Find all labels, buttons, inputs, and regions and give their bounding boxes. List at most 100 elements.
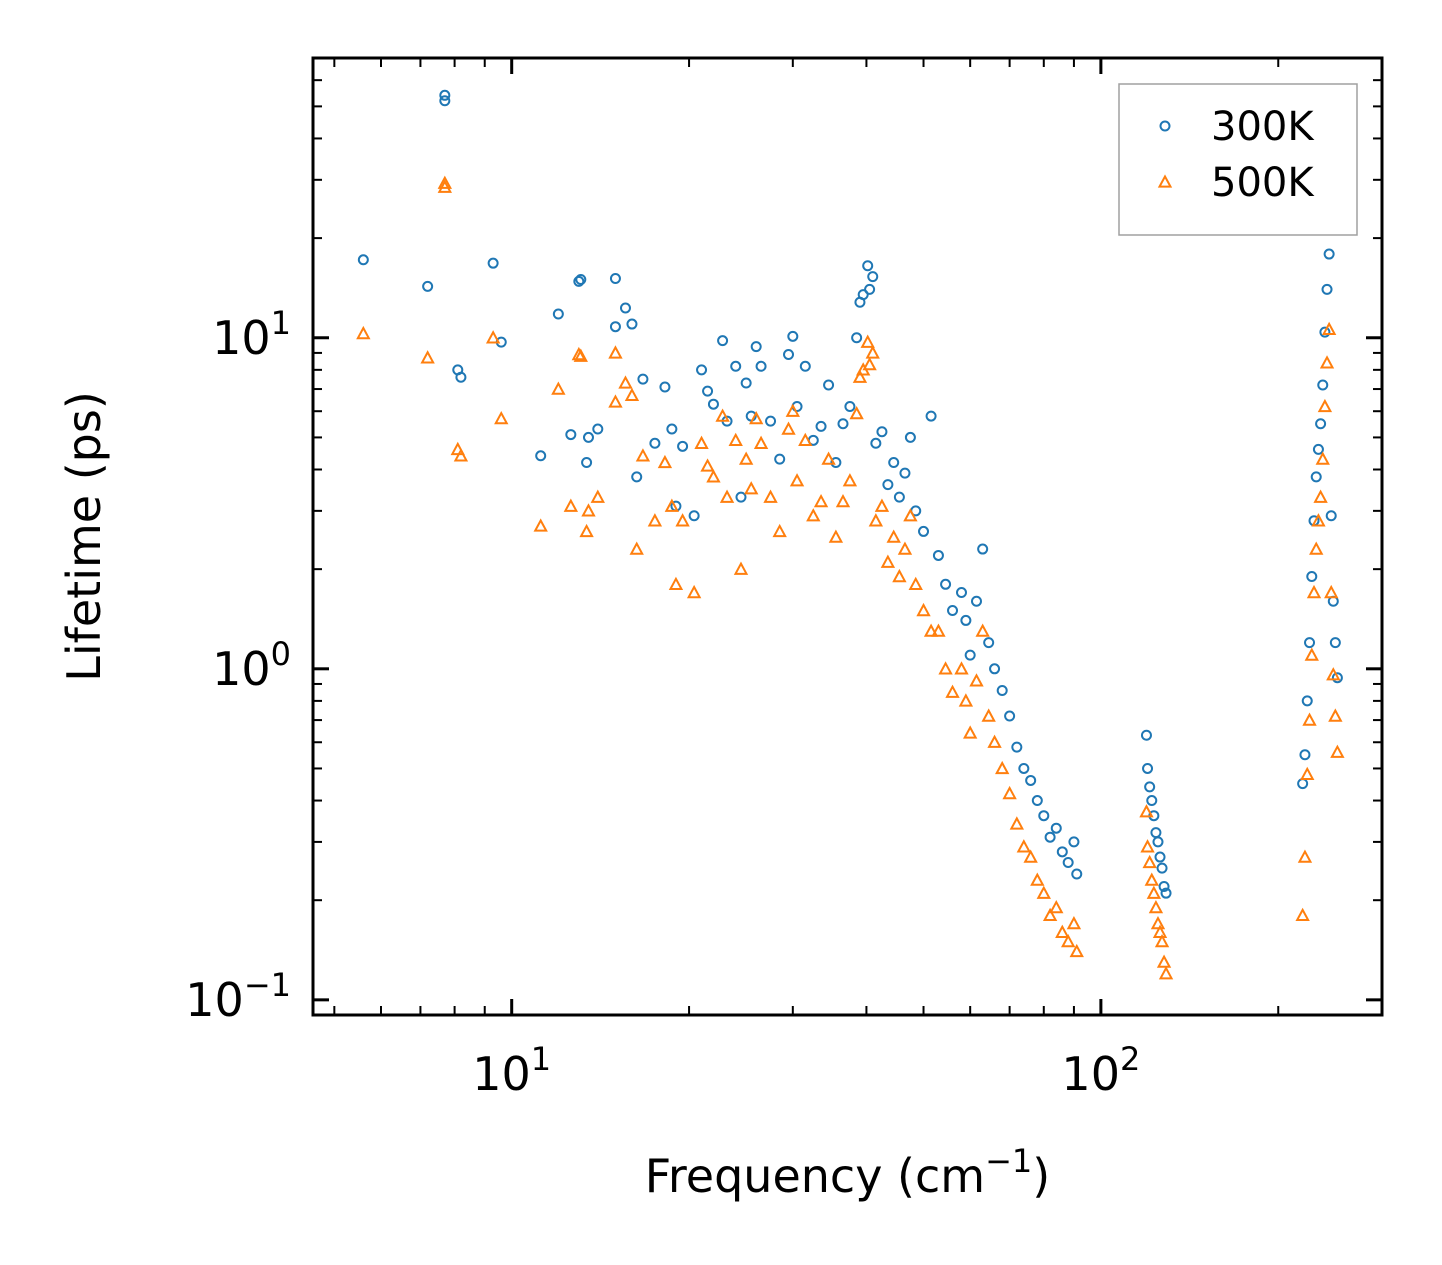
- data-point-500k: [849, 406, 864, 420]
- data-point-500k: [1142, 854, 1157, 869]
- data-point-300k: [1142, 762, 1154, 774]
- data-point-500k: [938, 661, 953, 675]
- data-point-500k: [862, 356, 877, 371]
- data-point-300k: [787, 330, 799, 342]
- data-point-500k: [706, 469, 721, 483]
- data-point-500k: [1055, 924, 1070, 938]
- data-point-500k: [1302, 712, 1317, 726]
- data-point-300k: [918, 525, 930, 537]
- data-point-500k: [987, 734, 1002, 748]
- data-point-300k: [888, 456, 900, 468]
- data-point-300k: [565, 429, 577, 441]
- data-point-500k: [635, 448, 651, 462]
- data-point-500k: [1139, 804, 1154, 818]
- data-point-300k: [702, 385, 714, 397]
- legend-marker-300k: [1159, 120, 1171, 132]
- data-point-300k: [1152, 836, 1164, 848]
- data-point-500k: [931, 623, 946, 637]
- data-point-300k: [882, 479, 894, 491]
- data-point-300k: [535, 450, 547, 462]
- x-tick-exponent: 1: [531, 1040, 551, 1078]
- data-point-300k: [357, 254, 369, 266]
- y-tick-base: 10: [212, 311, 271, 365]
- data-point-500k: [728, 432, 743, 446]
- legend-item-500k: 500K: [1157, 160, 1315, 206]
- data-point-300k: [837, 418, 849, 430]
- data-point-500k: [995, 760, 1010, 775]
- y-tick-exponent: 0: [271, 635, 291, 673]
- data-point-500k: [828, 529, 844, 543]
- data-point-300k: [637, 373, 649, 385]
- y-tick-label: 100: [212, 635, 291, 696]
- data-point-300k: [1321, 283, 1333, 295]
- data-point-300k: [631, 471, 643, 483]
- data-point-300k: [666, 423, 678, 435]
- data-point-300k: [1038, 810, 1050, 822]
- data-point-500k: [485, 330, 501, 344]
- data-point-500k: [551, 381, 566, 395]
- data-point-500k: [1148, 899, 1164, 914]
- data-point-300k: [1056, 846, 1068, 858]
- legend-item-300k: 300K: [1159, 104, 1315, 150]
- points-layer: [356, 89, 1345, 980]
- data-point-300k: [1299, 749, 1311, 761]
- data-point-300k: [735, 491, 747, 503]
- data-point-300k: [765, 415, 777, 427]
- x-axis-ticks: [333, 58, 1383, 1015]
- x-axis-title-main: Frequency (cm: [645, 1149, 985, 1203]
- data-point-500k: [420, 350, 435, 364]
- data-point-300k: [1323, 248, 1335, 260]
- data-point-300k: [893, 491, 905, 503]
- data-point-500k: [1304, 647, 1319, 661]
- legend-box: [1118, 83, 1358, 236]
- data-point-300k: [851, 332, 863, 344]
- data-point-500k: [624, 387, 640, 402]
- y-tick-base: 10: [185, 973, 244, 1027]
- data-point-300k: [1156, 862, 1168, 874]
- data-point-500k: [923, 623, 939, 637]
- data-point-500k: [744, 481, 759, 495]
- data-point-500k: [1156, 954, 1172, 968]
- data-point-500k: [356, 325, 371, 340]
- data-point-300k: [932, 549, 944, 561]
- data-point-500k: [1317, 398, 1333, 413]
- data-point-300k: [688, 510, 700, 522]
- data-point-500k: [1016, 839, 1032, 853]
- data-point-300k: [1315, 418, 1327, 430]
- data-point-500k: [865, 345, 880, 359]
- data-point-500k: [1042, 907, 1058, 922]
- data-point-500k: [897, 541, 913, 555]
- data-point-500k: [1009, 816, 1025, 830]
- data-point-500k: [1315, 451, 1330, 465]
- data-point-500k: [969, 673, 984, 687]
- data-point-300k: [1071, 868, 1083, 880]
- data-point-500k: [908, 576, 923, 590]
- data-point-500k: [868, 513, 884, 527]
- data-point-500k: [874, 498, 890, 512]
- data-point-500k: [1146, 885, 1162, 899]
- x-tick-label: 102: [1061, 1040, 1140, 1101]
- legend-marker-500k: [1157, 174, 1173, 188]
- data-point-500k: [835, 493, 851, 508]
- data-point-300k: [774, 453, 786, 465]
- data-point-500k: [813, 493, 829, 508]
- data-point-300k: [1325, 510, 1337, 522]
- data-point-500k: [647, 513, 663, 527]
- data-point-500k: [1060, 933, 1076, 948]
- data-point-300k: [940, 578, 952, 590]
- data-point-300k: [750, 341, 762, 353]
- data-point-500k: [954, 661, 969, 675]
- data-point-300k: [1062, 856, 1074, 868]
- data-point-500k: [1154, 933, 1170, 948]
- data-point-500k: [686, 584, 702, 599]
- data-point-300k: [487, 257, 499, 269]
- data-point-500k: [664, 498, 680, 512]
- data-point-500k: [657, 454, 673, 469]
- y-tick-base: 10: [212, 642, 271, 696]
- data-point-500k: [789, 473, 805, 487]
- data-point-500k: [1328, 708, 1343, 722]
- data-point-300k: [619, 302, 631, 314]
